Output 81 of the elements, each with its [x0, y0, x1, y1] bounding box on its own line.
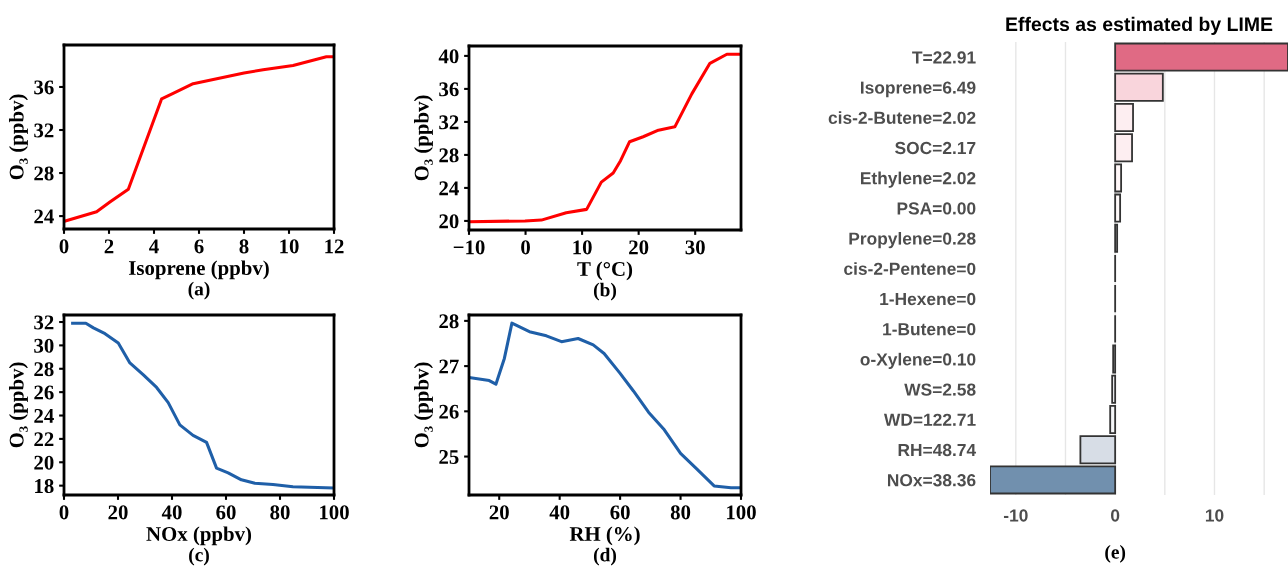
y-tick-label: 18 — [35, 479, 54, 494]
y-tick-label: 36 — [34, 80, 54, 95]
x-tick-label: −10 — [453, 240, 485, 255]
y-tick-label: Ethylene=2.02 — [860, 171, 976, 188]
y-tick-label: 26 — [34, 385, 54, 400]
y-tick-label: 28 — [439, 148, 459, 163]
x-axis-title: T (°C) — [577, 261, 633, 281]
x-tick-label: 10 — [280, 239, 299, 254]
line-series — [64, 55, 334, 223]
x-tick-label: 100 — [320, 505, 349, 520]
x-tick-label: 6 — [194, 239, 204, 254]
line-series — [469, 321, 741, 490]
chart-title: Effects as estimated by LIME — [1006, 16, 1273, 35]
y-tick-label: 28 — [34, 362, 54, 377]
line-series — [71, 321, 334, 490]
y-tick-label: 26 — [439, 404, 459, 419]
y-tick-label: 28 — [34, 166, 54, 181]
x-axis-title: NOx (ppbv) — [146, 526, 252, 546]
x-tick-label: 0 — [59, 505, 69, 520]
y-tick-label: 28 — [439, 314, 459, 329]
y-tick-label: Propylene=0.28 — [849, 232, 976, 249]
y-tick-label: 27 — [439, 359, 459, 374]
x-axis-title: RH (%) — [569, 526, 640, 546]
x-tick-label: 20 — [489, 505, 509, 520]
x-tick-label: 0 — [521, 240, 530, 255]
x-tick-label: 80 — [270, 505, 290, 520]
x-tick-label: -10 — [1003, 509, 1028, 522]
y-tick-label: Isoprene=6.49 — [860, 81, 976, 98]
y-tick-label: 36 — [439, 82, 459, 97]
x-tick-label: 40 — [161, 505, 182, 520]
x-tick-label: 80 — [670, 505, 691, 520]
y-tick-label: RH=48.74 — [898, 443, 977, 457]
y-tick-label: SOC=2.17 — [895, 141, 976, 155]
x-tick-label: 2 — [104, 239, 114, 254]
y-tick-label: 40 — [438, 49, 459, 64]
y-tick-label: 1-Hexene=0 — [880, 292, 976, 306]
y-tick-label: 25 — [439, 449, 459, 464]
y-tick-label: 32 — [34, 315, 54, 330]
text: (d) — [593, 547, 617, 566]
y-tick-label: 32 — [439, 115, 459, 130]
text: (a) — [188, 281, 210, 300]
x-tick-label: 100 — [727, 505, 756, 520]
x-tick-label: 20 — [629, 240, 649, 255]
y-tick-label: T=22.91 — [912, 51, 976, 64]
x-tick-label: 10 — [1205, 509, 1224, 522]
y-axis-title: O₃ (ppbv) — [414, 95, 433, 181]
x-axis-title: Isoprene (ppbv) — [128, 260, 269, 280]
y-tick-label: 24 — [439, 181, 459, 196]
x-tick-label: 60 — [216, 505, 236, 520]
x-tick-label: 0 — [1111, 509, 1120, 522]
y-tick-label: 20 — [34, 455, 54, 470]
y-tick-label: 22 — [34, 432, 54, 447]
y-tick-label: o-Xylene=0.10 — [860, 352, 976, 369]
x-tick-label: 8 — [239, 239, 249, 254]
text: (b) — [593, 282, 617, 301]
y-tick-label: 32 — [34, 123, 54, 138]
x-tick-label: 12 — [325, 239, 344, 254]
y-tick-label: cis-2-Pentene=0 — [844, 262, 976, 275]
y-axis-title: O₃ (ppbv) — [414, 362, 433, 448]
y-tick-label: 1-Butene=0 — [883, 323, 976, 336]
y-tick-label: 30 — [34, 338, 54, 353]
y-axis-title: O₃ (ppbv) — [9, 94, 28, 180]
x-tick-label: 40 — [549, 505, 570, 520]
text: (e) — [1105, 545, 1126, 563]
text: (c) — [189, 547, 209, 566]
y-tick-label: 20 — [439, 214, 459, 229]
y-tick-label: cis-2-Butene=2.02 — [828, 111, 976, 124]
y-tick-label: WS=2.58 — [904, 383, 976, 396]
x-tick-label: 0 — [59, 239, 69, 254]
x-tick-label: 60 — [610, 505, 630, 520]
x-tick-label: 20 — [108, 505, 128, 520]
y-tick-label: PSA=0.00 — [897, 202, 976, 215]
line-series — [469, 52, 741, 224]
x-tick-label: 30 — [685, 240, 705, 255]
y-tick-label: 24 — [34, 209, 54, 224]
y-tick-label: NOx=38.36 — [888, 474, 976, 487]
y-tick-label: 24 — [34, 408, 54, 423]
x-tick-label: 10 — [573, 240, 592, 255]
y-tick-label: WD=122.71 — [883, 413, 976, 426]
y-axis-title: O₃ (ppbv) — [9, 362, 28, 448]
x-tick-label: 4 — [149, 239, 159, 254]
